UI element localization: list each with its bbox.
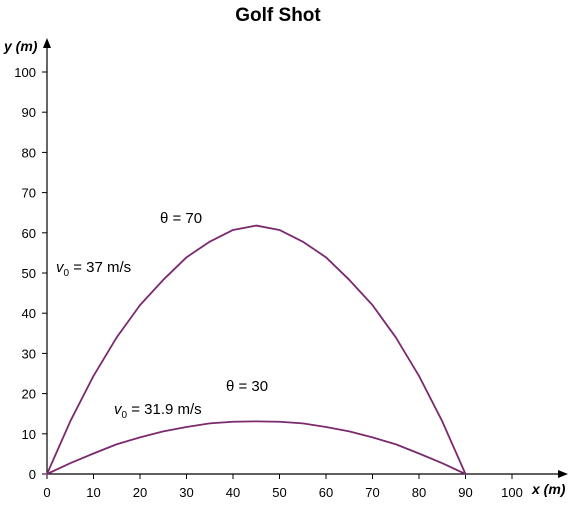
angle-label-70: θ = 70 (160, 210, 202, 227)
y-tick-label: 60 (22, 226, 36, 241)
x-ticks: 0 10 20 30 40 50 60 70 80 90 100 (43, 474, 523, 500)
trajectory-series-1 (46, 224, 467, 475)
y-tick-label: 80 (22, 145, 36, 160)
speed-label-31-9: v0 = 31.9 m/s (114, 401, 202, 421)
x-tick-label: 40 (226, 485, 240, 500)
x-axis-arrow (558, 470, 568, 478)
y-axis-label: y (m) (3, 38, 38, 54)
y-axis-arrow (43, 38, 51, 48)
x-tick-label: 50 (272, 485, 286, 500)
axes (43, 38, 568, 478)
y-tick-label: 40 (22, 306, 36, 321)
trajectory-series-2 (46, 420, 467, 475)
x-tick-label: 100 (501, 485, 523, 500)
y-tick-label: 0 (29, 467, 36, 482)
chart-title: Golf Shot (235, 5, 321, 26)
x-tick-label: 30 (179, 485, 193, 500)
y-ticks: 0 10 20 30 40 50 60 70 80 90 100 (14, 65, 47, 482)
x-tick-label: 0 (43, 485, 50, 500)
speed-label-37: v0 = 37 m/s (56, 259, 131, 279)
x-axis-label: x (m) (531, 481, 566, 497)
y-tick-label: 30 (22, 346, 36, 361)
y-tick-label: 50 (22, 266, 36, 281)
y-tick-label: 20 (22, 387, 36, 402)
x-tick-label: 10 (86, 485, 100, 500)
y-tick-label: 70 (22, 186, 36, 201)
y-tick-label: 10 (22, 427, 36, 442)
angle-label-30: θ = 30 (226, 378, 268, 395)
x-tick-label: 70 (365, 485, 379, 500)
trajectories (46, 224, 467, 475)
x-tick-label: 20 (133, 485, 147, 500)
x-tick-label: 90 (458, 485, 472, 500)
x-tick-label: 80 (412, 485, 426, 500)
x-tick-label: 60 (319, 485, 333, 500)
y-tick-label: 100 (14, 65, 36, 80)
y-tick-label: 90 (22, 105, 36, 120)
